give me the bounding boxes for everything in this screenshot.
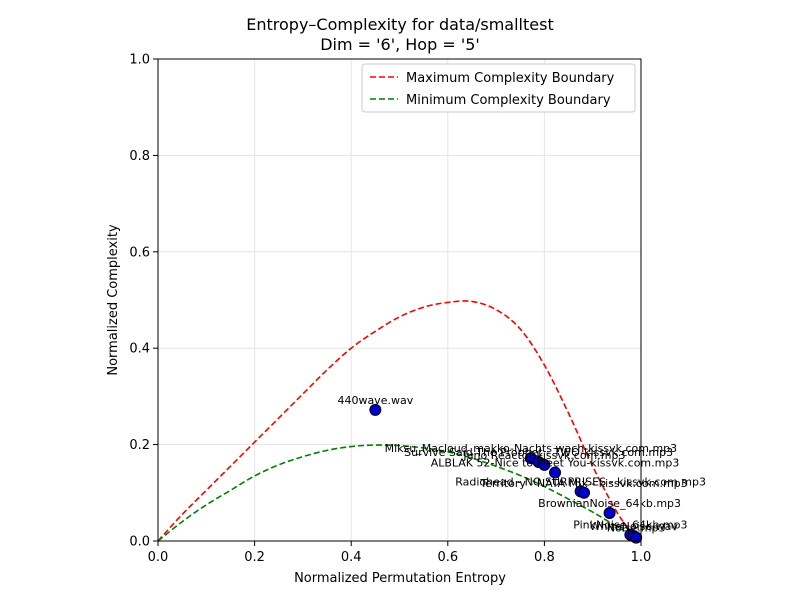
- scatter-point: [578, 486, 591, 499]
- scatter-point: [603, 507, 616, 520]
- point-label: Territory - NATA Mix - kissvk.com.mp3: [479, 477, 687, 490]
- x-tick-label: 1.0: [631, 550, 652, 565]
- point-labels-group: 440wave.wav Miksu_Macloud_makko-Nachts wa…: [337, 394, 706, 535]
- x-axis-label: Normalized Permutation Entropy: [294, 571, 506, 586]
- x-tick-label: 0.0: [148, 550, 169, 565]
- point-label: Survive Said The Prophet - TWO-kissvk.co…: [404, 446, 673, 459]
- point-label: ALBLAK 52-Nice to Meet You-kissvk.com.mp…: [431, 457, 680, 470]
- x-tick-label: 0.2: [244, 550, 265, 565]
- scatter-point: [538, 458, 551, 471]
- plot-frame: [157, 58, 642, 542]
- grid-lines: [157, 58, 642, 542]
- y-tick-label: 1.0: [129, 53, 150, 68]
- x-ticks: 0.0 0.2 0.4 0.6 0.8 1.0: [148, 541, 652, 565]
- scatter-point: [549, 466, 562, 479]
- x-tick-label: 0.8: [534, 550, 555, 565]
- chart-title: Entropy–Complexity for data/smalltest: [246, 15, 553, 34]
- point-label: Radiohead - NO SURPRISES - kissvk.com.mp…: [455, 475, 706, 488]
- legend-label-max-boundary: Maximum Complexity Boundary: [406, 71, 615, 86]
- points-group: [369, 403, 643, 544]
- scatter-point: [630, 531, 643, 544]
- max-complexity-boundary-line: [157, 300, 642, 542]
- x-tick-label: 0.6: [437, 550, 458, 565]
- y-tick-label: 0.4: [129, 342, 150, 357]
- point-label: Miksu_Macloud_makko-Nachts wach-kissvk.c…: [385, 442, 678, 455]
- y-tick-label: 0.8: [129, 149, 150, 164]
- series-group: [157, 300, 642, 542]
- chart-subtitle: Dim = '6', Hop = '5': [320, 35, 480, 54]
- legend-label-min-boundary: Minimum Complexity Boundary: [406, 93, 611, 108]
- y-tick-label: 0.0: [129, 535, 150, 550]
- point-label: WhiteNoise.wav: [590, 520, 679, 533]
- point-label: Noise.mp3: [607, 522, 666, 535]
- y-tick-label: 0.6: [129, 245, 150, 260]
- y-ticks: 0.0 0.2 0.4 0.6 0.8 1.0: [129, 53, 158, 550]
- scatter-point: [369, 403, 382, 416]
- point-label: Juno Reactor kissvk.com.mp3: [462, 449, 625, 462]
- min-complexity-boundary-line: [157, 444, 642, 542]
- point-label: BrownianNoise_64kb.mp3: [538, 497, 681, 510]
- y-axis-label: Normalized Complexity: [106, 224, 121, 376]
- x-tick-label: 0.4: [341, 550, 362, 565]
- legend-box: [361, 63, 636, 113]
- point-label: PinkNoise_64kb.mp3: [573, 519, 687, 532]
- legend: Maximum Complexity Boundary Minimum Comp…: [361, 63, 636, 113]
- y-tick-label: 0.2: [129, 438, 150, 453]
- plot-area: [158, 59, 641, 541]
- point-label: 440wave.wav: [337, 394, 413, 407]
